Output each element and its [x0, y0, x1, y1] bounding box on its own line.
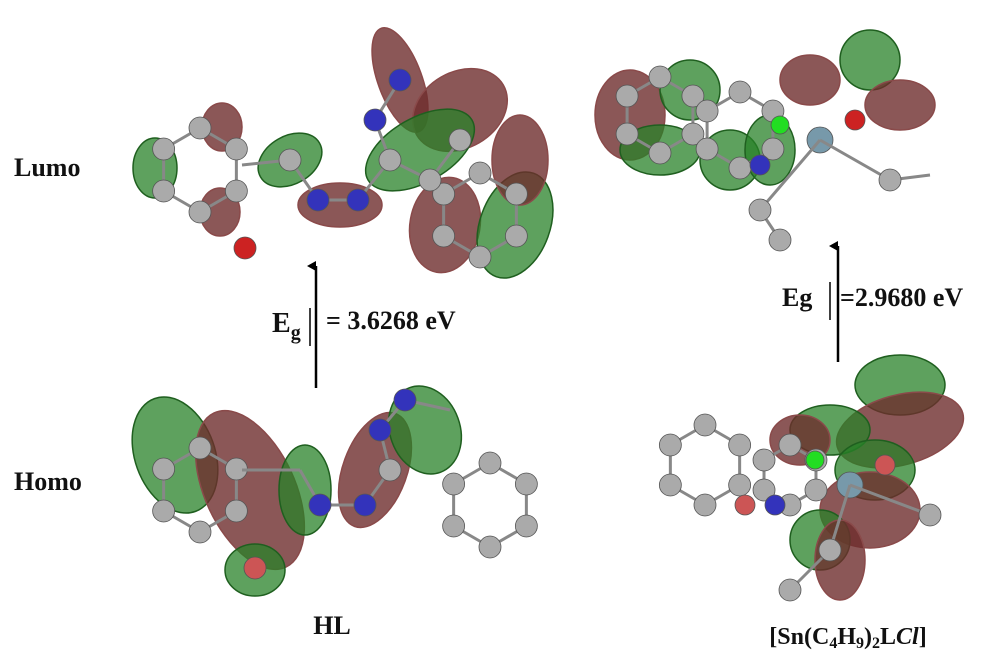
formula-part: ] [919, 624, 927, 650]
figure: Lumo Homo Eg = 3.6268 eV HL Eg =2.9680 e… [0, 0, 989, 655]
compound-label: HL [313, 611, 351, 640]
orbital-lobe [815, 520, 865, 600]
formula-subscript: 9 [856, 635, 864, 652]
atom [379, 459, 401, 481]
atom [433, 225, 455, 247]
atom [919, 504, 941, 526]
atom [225, 180, 247, 202]
atom [735, 495, 755, 515]
gap-value: = 3.6268 eV [326, 306, 456, 335]
atom [729, 474, 751, 496]
atom [649, 66, 671, 88]
atom [354, 494, 376, 516]
formula-part: Cl [896, 624, 919, 650]
atom [819, 539, 841, 561]
atom [153, 138, 175, 160]
atom [153, 500, 175, 522]
formula-part: [Sn(C [769, 624, 829, 650]
atom [696, 138, 718, 160]
atom [394, 389, 416, 411]
atom [225, 500, 247, 522]
atom [753, 449, 775, 471]
row-label: Lumo [14, 153, 80, 182]
formula-subscript: 2 [872, 635, 880, 652]
atom [749, 199, 771, 221]
atom [307, 189, 329, 211]
atom [750, 155, 770, 175]
atom [805, 479, 827, 501]
atom [189, 521, 211, 543]
atom [469, 246, 491, 268]
atom [765, 495, 785, 515]
atom [845, 110, 865, 130]
formula-part: H [837, 624, 856, 650]
atom [153, 180, 175, 202]
atom [225, 138, 247, 160]
atom [806, 451, 824, 469]
atom [771, 116, 789, 134]
atom [234, 237, 256, 259]
atom [879, 169, 901, 191]
atom [649, 142, 671, 164]
compound-label: [Sn(C4H9)2LCl] [769, 624, 926, 652]
atom [779, 434, 801, 456]
atom [515, 515, 537, 537]
atom [616, 85, 638, 107]
atom [364, 109, 386, 131]
atom [419, 169, 441, 191]
atom [389, 69, 411, 91]
atom [875, 455, 895, 475]
orbital-lobe [780, 55, 840, 105]
atom [153, 458, 175, 480]
atom [479, 452, 501, 474]
atom [379, 149, 401, 171]
gap-symbol: Eg [782, 283, 812, 312]
atom [729, 157, 751, 179]
atom [449, 129, 471, 151]
atom [189, 201, 211, 223]
orbital-lobe [279, 445, 331, 535]
bond [820, 140, 890, 180]
formula-subscript: 4 [829, 635, 837, 652]
atom [309, 494, 331, 516]
atom [443, 473, 465, 495]
atom [505, 225, 527, 247]
atom [189, 117, 211, 139]
atom [659, 434, 681, 456]
atom [369, 419, 391, 441]
atom [279, 149, 301, 171]
atom [616, 123, 638, 145]
gap-label: Eg [272, 308, 301, 343]
atom [729, 81, 751, 103]
atom [515, 473, 537, 495]
atom [347, 189, 369, 211]
row-label: Homo [14, 467, 82, 496]
atom [443, 515, 465, 537]
atom [769, 229, 791, 251]
atom [729, 434, 751, 456]
formula-part: L [880, 624, 896, 650]
formula-part: ) [864, 624, 872, 650]
atom [659, 474, 681, 496]
orbital-lobe [865, 80, 935, 130]
gap-value: =2.9680 eV [840, 283, 963, 312]
atom [694, 414, 716, 436]
atom [189, 437, 211, 459]
atom [696, 100, 718, 122]
atom [505, 183, 527, 205]
atom [469, 162, 491, 184]
atom [244, 557, 266, 579]
atom [694, 494, 716, 516]
atom [479, 536, 501, 558]
atom [779, 579, 801, 601]
gap-symbol: E [272, 308, 291, 339]
gap-subscript: g [291, 322, 301, 344]
